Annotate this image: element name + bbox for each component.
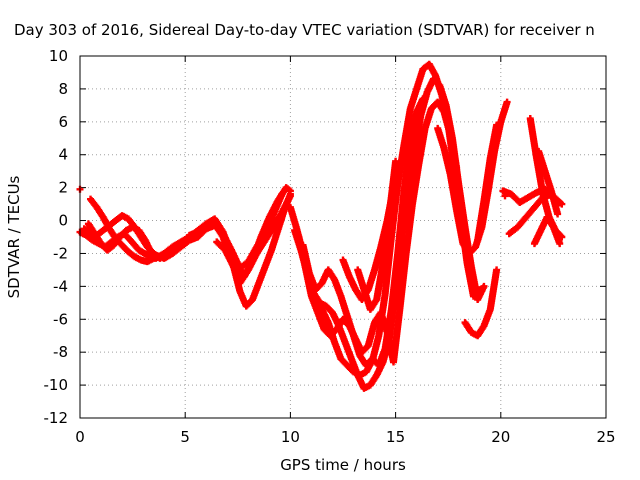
series-16-points <box>461 266 501 340</box>
series-22-points <box>535 147 562 218</box>
x-tick-label: 20 <box>491 428 510 446</box>
y-tick-label: 6 <box>58 113 68 131</box>
series-17-points <box>474 121 501 244</box>
x-tick-labels: 0 5 10 15 20 25 <box>75 428 615 446</box>
x-tick-label: 10 <box>281 428 300 446</box>
x-tick-label: 0 <box>75 428 85 446</box>
x-tick-label: 15 <box>386 428 405 446</box>
y-tick-label: -4 <box>53 277 68 295</box>
y-tick-label: 10 <box>49 47 68 65</box>
series-8-points <box>223 184 294 280</box>
isolated-point-2 <box>501 192 509 200</box>
series-12-points <box>299 95 427 369</box>
y-tick-label: 0 <box>58 212 68 230</box>
y-tick-labels: -12 -10 -8 -6 -4 -2 0 2 4 6 8 10 <box>44 47 69 427</box>
chart-title: Day 303 of 2016, Sidereal Day-to-day VTE… <box>14 21 595 39</box>
y-tick-label: -10 <box>44 376 69 394</box>
plot-frame <box>79 55 607 419</box>
y-axis-label: SDTVAR / TECUs <box>5 175 23 298</box>
x-tick-label: 25 <box>596 428 615 446</box>
y-tick-label: -2 <box>53 244 68 262</box>
series-21-points <box>526 115 566 241</box>
y-tick-label: 8 <box>58 80 68 98</box>
x-tick-label: 5 <box>180 428 190 446</box>
y-tick-label: 2 <box>58 179 68 197</box>
y-tick-label: -6 <box>53 310 68 328</box>
data-series <box>76 60 566 392</box>
x-axis-label: GPS time / hours <box>280 456 406 474</box>
y-tick-label: -8 <box>53 343 68 361</box>
series-14-points <box>354 157 400 313</box>
y-tick-label: -12 <box>44 409 69 427</box>
y-tick-label: 4 <box>58 146 68 164</box>
series-4-points <box>87 195 158 266</box>
